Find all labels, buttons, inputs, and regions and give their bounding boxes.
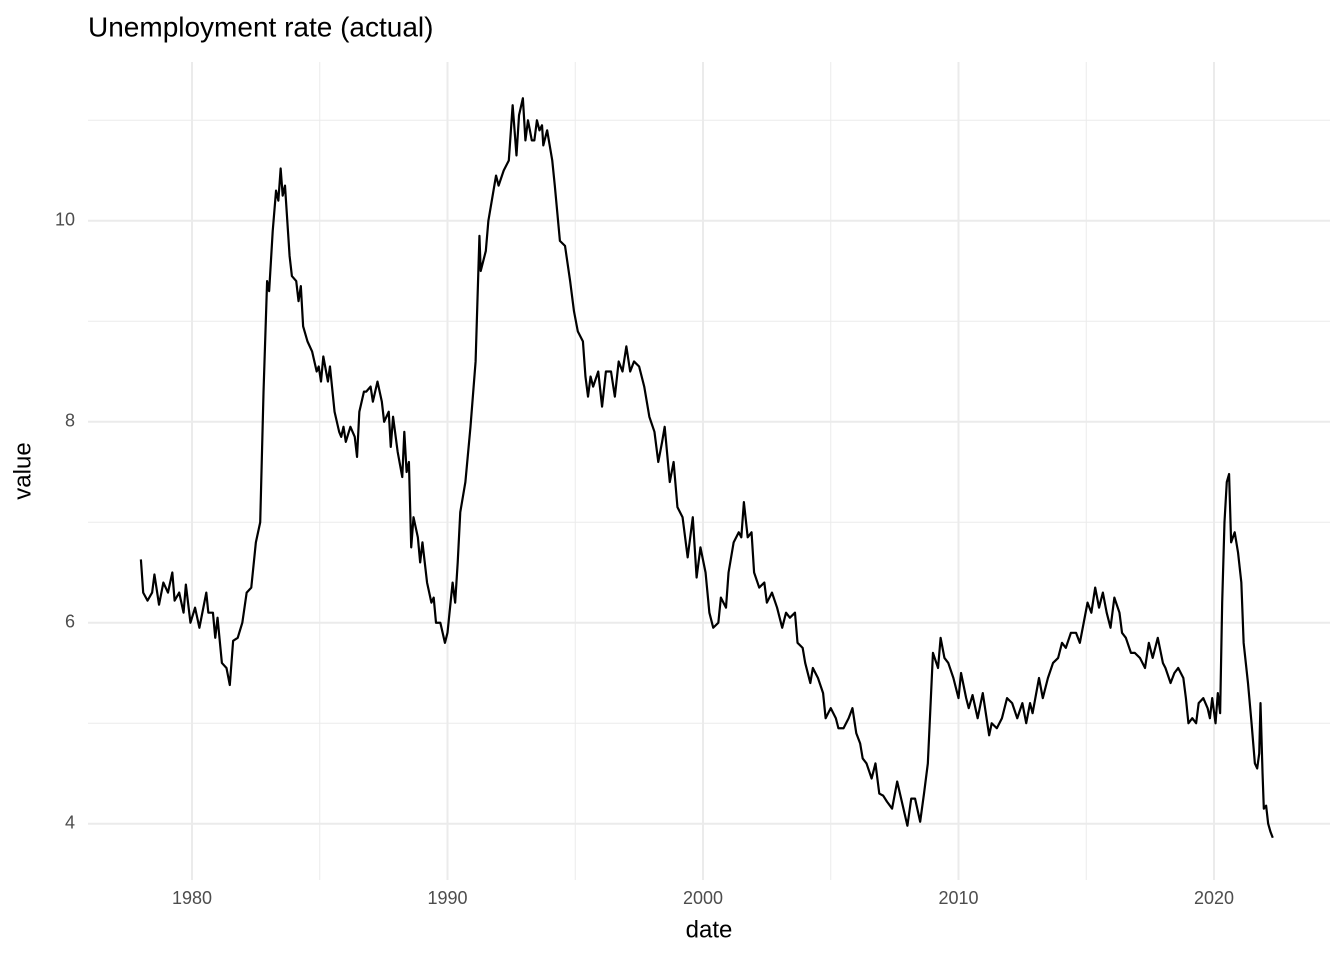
x-axis-title: date — [686, 916, 733, 943]
y-axis-title: value — [9, 442, 36, 499]
x-tick-label: 1990 — [427, 888, 467, 908]
y-tick-label: 8 — [65, 411, 75, 431]
x-tick-label: 2020 — [1194, 888, 1234, 908]
chart-title: Unemployment rate (actual) — [88, 11, 433, 42]
y-tick-label: 6 — [65, 611, 75, 631]
y-tick-label: 4 — [65, 812, 75, 832]
y-tick-label: 10 — [55, 210, 75, 230]
data-line — [139, 97, 1274, 839]
grid — [88, 62, 1330, 880]
x-tick-label: 1980 — [172, 888, 212, 908]
x-tick-label: 2000 — [683, 888, 723, 908]
x-tick-label: 2010 — [938, 888, 978, 908]
plot-area — [139, 97, 1274, 839]
